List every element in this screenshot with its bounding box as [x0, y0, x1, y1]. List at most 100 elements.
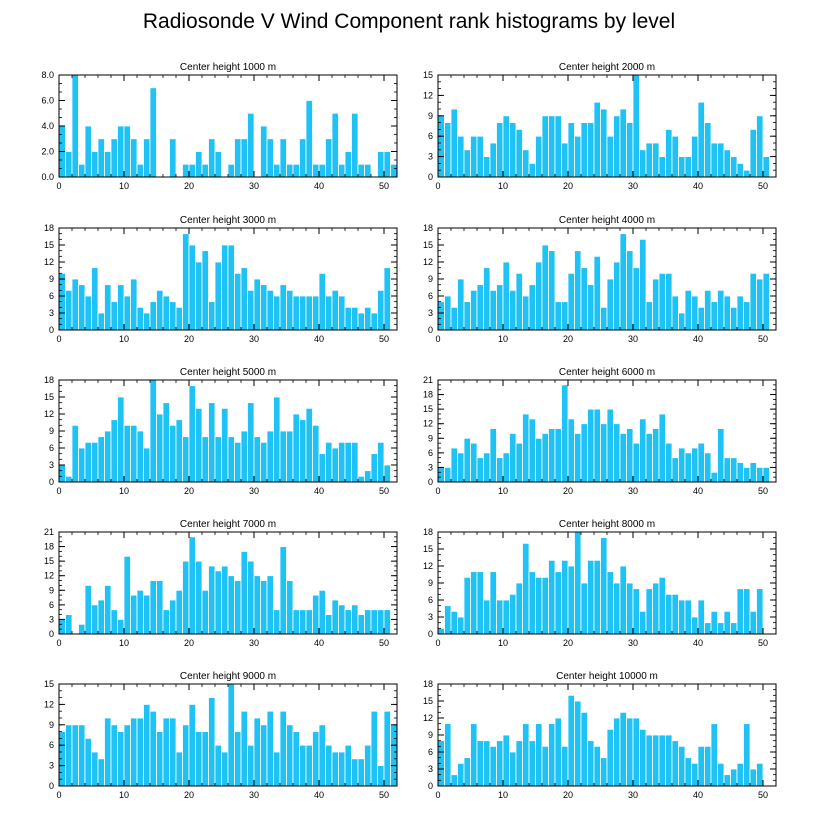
histogram-bar	[78, 724, 86, 787]
panel-title: Center height 9000 m	[180, 671, 276, 682]
histogram-bar	[149, 379, 157, 483]
histogram-bar	[123, 125, 131, 178]
histogram-bar	[292, 731, 300, 787]
histogram-bar	[240, 138, 248, 178]
histogram-bar	[123, 724, 131, 787]
histogram-bar	[110, 609, 118, 635]
histogram-bar	[305, 295, 313, 331]
histogram-bar	[483, 452, 491, 483]
histogram-bar	[208, 697, 216, 787]
histogram-bar	[318, 453, 326, 483]
histogram-bar	[489, 289, 497, 331]
histogram-bar	[457, 278, 465, 331]
y-tick-label: 9	[428, 433, 433, 443]
histogram-bar	[370, 710, 378, 787]
histogram-bar	[351, 441, 359, 483]
histogram-bar	[476, 284, 484, 331]
histogram-panel-9: Center height 9000 m 0 10 20 30 40 50 0 3 6 9 12 15	[44, 671, 398, 800]
histogram-bar	[351, 604, 359, 635]
histogram-bar	[723, 774, 731, 787]
x-tick-label: 20	[184, 334, 194, 344]
histogram-bar	[97, 758, 105, 787]
histogram-bar	[273, 396, 281, 483]
x-tick-label: 0	[435, 638, 440, 648]
x-tick-label: 50	[758, 790, 768, 800]
y-tick-label: 12	[44, 571, 54, 581]
histogram-bar	[515, 272, 523, 331]
histogram-bar	[266, 710, 274, 787]
histogram-bar	[169, 301, 177, 331]
y-tick-label: 6	[428, 747, 433, 757]
histogram-bar	[671, 135, 679, 178]
x-tick-label: 0	[435, 334, 440, 344]
histogram-bar	[580, 122, 588, 178]
panel-title: Center height 5000 m	[180, 367, 276, 378]
histogram-bar	[162, 609, 170, 635]
histogram-bar	[58, 619, 66, 635]
y-tick-label: 18	[423, 679, 433, 689]
x-tick-label: 30	[628, 486, 638, 496]
histogram-bar	[175, 589, 183, 635]
x-tick-label: 10	[498, 638, 508, 648]
y-tick-label: 15	[423, 696, 433, 706]
x-tick-label: 50	[758, 486, 768, 496]
y-tick-label: 9	[49, 274, 54, 284]
histogram-bar	[632, 267, 640, 331]
histogram-bar	[117, 396, 125, 483]
x-tick-label: 40	[693, 790, 703, 800]
y-tick-label: 0	[49, 629, 54, 639]
histogram-bar	[383, 464, 391, 483]
histogram-bar	[450, 610, 458, 635]
histogram-bar	[175, 306, 183, 331]
histogram-bar	[156, 731, 164, 787]
histogram-bar	[169, 599, 177, 635]
y-tick-label: 3	[428, 152, 433, 162]
panel-title: Center height 8000 m	[559, 519, 655, 530]
histogram-bar	[351, 758, 359, 787]
y-tick-label: 18	[423, 390, 433, 400]
y-tick-label: 0	[49, 325, 54, 335]
histogram-bar	[195, 560, 203, 635]
histogram-bar	[253, 717, 261, 787]
x-tick-label: 10	[498, 334, 508, 344]
histogram-bar	[169, 717, 177, 787]
histogram-bar	[78, 447, 86, 483]
histogram-bar	[357, 758, 365, 787]
histogram-bar	[305, 744, 313, 787]
histogram-bar	[65, 289, 73, 331]
x-tick-label: 50	[758, 638, 768, 648]
y-tick-label: 9	[428, 578, 433, 588]
histogram-bar	[645, 301, 653, 331]
histogram-bar	[344, 151, 352, 178]
histogram-bar	[463, 301, 471, 331]
histogram-bar	[574, 700, 582, 787]
y-tick-label: 12	[423, 257, 433, 267]
histogram-bar	[279, 430, 287, 483]
histogram-bar	[704, 122, 712, 178]
histogram-bar	[325, 744, 333, 787]
histogram-bar	[626, 582, 634, 635]
histogram-bar	[110, 138, 118, 178]
y-tick-label: 0	[428, 172, 433, 182]
histogram-bar	[626, 428, 634, 483]
histogram-bar	[182, 436, 190, 483]
histogram-bar	[645, 433, 653, 483]
histogram-bar	[188, 704, 196, 787]
histogram-bar	[502, 115, 510, 178]
histogram-bar	[208, 565, 216, 635]
y-tick-label: 9	[49, 426, 54, 436]
histogram-bar	[188, 536, 196, 635]
x-tick-label: 10	[498, 790, 508, 800]
histogram-bar	[312, 424, 320, 483]
histogram-bar	[444, 295, 452, 331]
panel-title: Center height 1000 m	[180, 62, 276, 73]
histogram-bar	[710, 301, 718, 331]
histogram-bar	[580, 582, 588, 635]
histogram-bar	[658, 734, 666, 787]
histogram-bar	[639, 418, 647, 483]
histogram-bar	[678, 156, 686, 178]
histogram-bar	[444, 605, 452, 635]
histogram-bar	[587, 559, 595, 635]
y-tick-label: 3	[428, 764, 433, 774]
x-tick-label: 10	[119, 181, 129, 191]
